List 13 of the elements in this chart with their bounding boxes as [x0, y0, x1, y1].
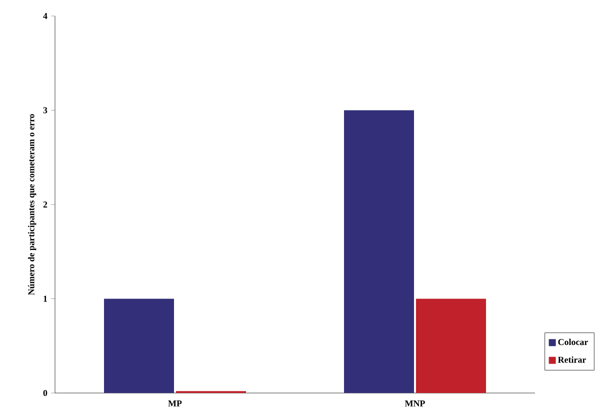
- bar: [416, 298, 486, 393]
- x-tick-label: MP: [168, 400, 182, 406]
- legend-label: Retirar: [558, 356, 586, 363]
- y-axis-title: Número de participantes que cometeram o erro: [28, 114, 36, 296]
- bar: [104, 298, 174, 393]
- y-tick-label: 0: [43, 390, 48, 396]
- y-tick-label: 1: [44, 296, 48, 302]
- legend-label: Colocar: [558, 338, 588, 346]
- bar: [344, 110, 414, 393]
- y-tick-label: 2: [43, 202, 48, 208]
- y-tick-label: 4: [43, 13, 48, 19]
- y-tick-label: 3: [43, 107, 48, 114]
- x-tick-label: MNP: [404, 400, 425, 406]
